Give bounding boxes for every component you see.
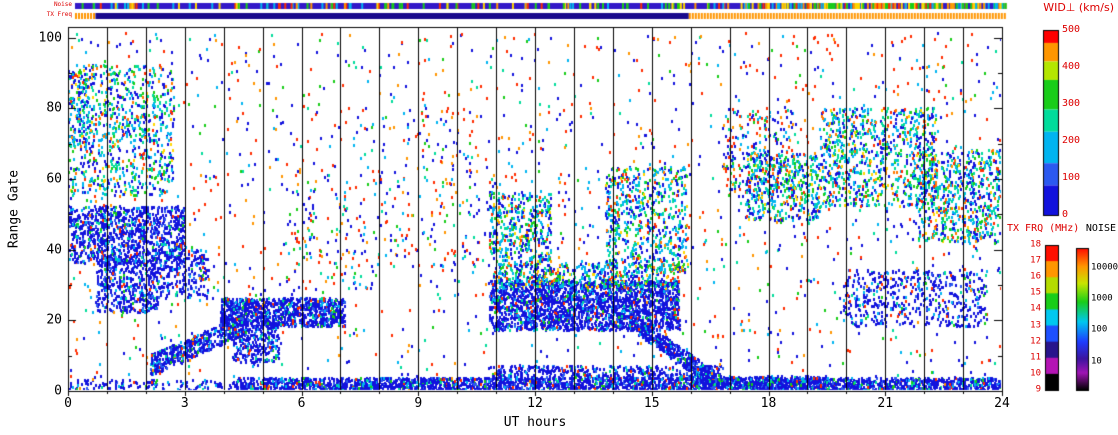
wid-colorbar-title: WID⊥ (km/s) <box>1043 1 1114 14</box>
y-tick-label: 0 <box>54 383 62 399</box>
wid-tick-label: 300 <box>1062 98 1081 109</box>
y-tick-label: 100 <box>38 30 62 46</box>
wid-tick-label: 200 <box>1062 135 1081 146</box>
txfrq-tick-label: 15 <box>1030 287 1041 298</box>
noise-tick-label: 10 <box>1091 356 1102 367</box>
wid-tick-label: 400 <box>1062 61 1081 72</box>
wid-tick-label: 100 <box>1062 172 1081 183</box>
wid-tick-label: 0 <box>1062 209 1069 220</box>
noise-strip-label: Noise <box>53 1 72 8</box>
y-tick-label: 40 <box>46 242 62 258</box>
y-tick-label: 20 <box>46 312 62 328</box>
x-tick-label: 12 <box>527 396 543 411</box>
txfrq-tick-label: 18 <box>1030 239 1041 250</box>
y-tick-label: 60 <box>46 171 62 187</box>
y-tick-label: 80 <box>46 100 62 116</box>
txfrq-tick-label: 9 <box>1035 384 1041 395</box>
x-tick-label: 6 <box>297 396 306 411</box>
x-tick-label: 24 <box>994 396 1010 411</box>
txfreq-strip-label: TX Freq <box>46 11 72 18</box>
txfrq-tick-label: 11 <box>1030 352 1041 363</box>
x-tick-label: 0 <box>64 396 72 411</box>
x-tick-label: 15 <box>643 396 660 411</box>
txfrq-colorbar-title: TX FRQ (MHz) <box>1007 223 1080 234</box>
x-axis-label: UT hours <box>503 415 567 430</box>
noise-tick-label: 100 <box>1091 324 1108 335</box>
txfrq-tick-label: 16 <box>1030 271 1041 282</box>
noise-colorbar-title: NOISE <box>1085 223 1116 234</box>
y-axis-label: Range Gate <box>6 169 22 249</box>
x-tick-label: 3 <box>180 396 189 411</box>
x-tick-label: 9 <box>414 396 423 411</box>
txfrq-tick-label: 14 <box>1030 303 1041 314</box>
txfrq-tick-label: 12 <box>1030 336 1041 347</box>
noise-tick-label: 1000 <box>1091 293 1113 304</box>
noise-tick-label: 10000 <box>1091 262 1118 273</box>
txfrq-tick-label: 13 <box>1030 320 1041 331</box>
txfrq-tick-label: 17 <box>1030 255 1041 266</box>
txfrq-tick-label: 10 <box>1030 368 1041 379</box>
x-tick-label: 18 <box>760 396 777 411</box>
wid-tick-label: 500 <box>1062 24 1081 35</box>
x-tick-label: 21 <box>877 396 894 411</box>
